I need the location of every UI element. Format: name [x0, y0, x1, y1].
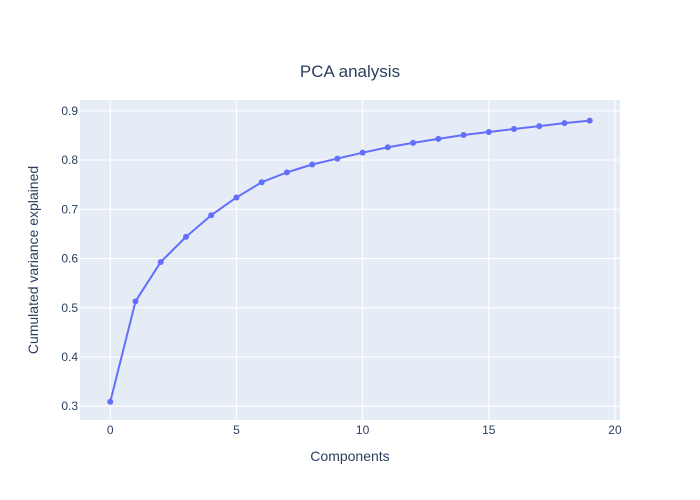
x-tick-label: 10: [356, 423, 370, 437]
x-tick-label: 0: [107, 423, 114, 437]
y-tick-label: 0.5: [61, 301, 78, 315]
data-point: [309, 161, 316, 168]
series-layer: [107, 117, 593, 405]
data-point: [536, 123, 543, 130]
data-point: [511, 126, 518, 133]
data-point: [561, 120, 568, 127]
data-point: [359, 149, 366, 156]
plot-area: [80, 100, 620, 420]
x-axis-title: Components: [310, 448, 389, 464]
y-tick-label: 0.7: [61, 202, 78, 216]
y-tick-label: 0.9: [61, 104, 78, 118]
data-point: [233, 194, 240, 201]
tick-labels: 0 5 10 15 20 0.3 0.4 0.5 0.6 0.7 0.8 0.9: [61, 104, 622, 437]
data-point: [283, 169, 290, 176]
series-line: [109, 119, 590, 403]
data-point: [208, 212, 215, 219]
chart-title: PCA analysis: [300, 62, 400, 81]
x-tick-label: 15: [482, 423, 496, 437]
data-point: [435, 135, 442, 142]
data-point: [334, 155, 341, 162]
data-point: [107, 398, 114, 405]
data-point: [384, 144, 391, 151]
y-axis-title: Cumulated variance explained: [25, 166, 41, 354]
data-point: [258, 179, 265, 186]
data-point: [182, 233, 189, 240]
data-point: [485, 129, 492, 135]
data-point: [132, 298, 139, 305]
x-tick-label: 5: [233, 423, 240, 437]
y-tick-label: 0.3: [61, 399, 78, 413]
data-point: [410, 139, 417, 146]
y-tick-label: 0.8: [61, 153, 78, 167]
x-tick-label: 20: [608, 423, 622, 437]
data-point: [586, 117, 593, 124]
data-point: [460, 131, 467, 138]
data-point: [157, 258, 164, 265]
y-tick-label: 0.4: [61, 350, 78, 364]
y-tick-label: 0.6: [61, 252, 78, 266]
